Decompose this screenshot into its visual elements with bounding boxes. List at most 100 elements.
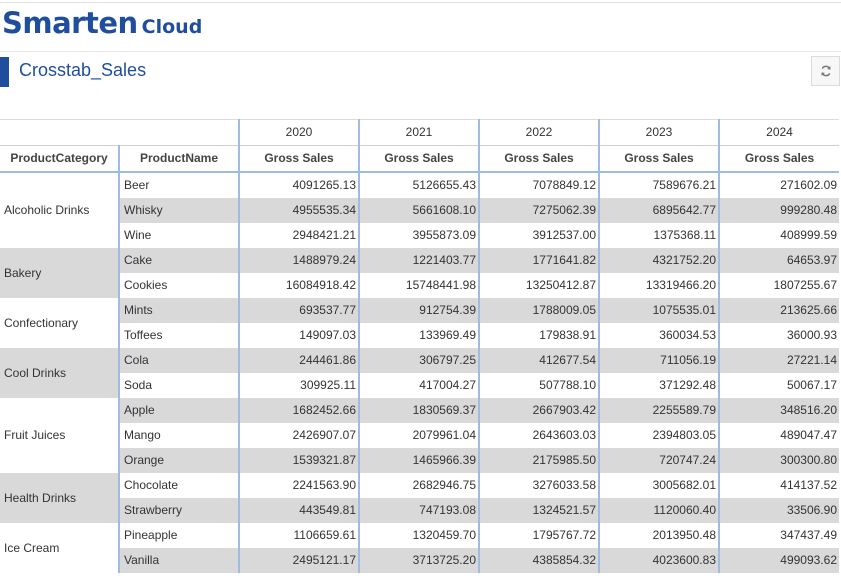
gross-sales-cell: 1465966.39 <box>358 448 479 473</box>
gross-sales-cell: 1120060.40 <box>598 498 719 523</box>
table-row: Vanilla 2495121.17 3713725.20 4385854.32 402… <box>0 548 839 573</box>
product-name-cell: Orange <box>119 448 239 473</box>
gross-sales-cell: 2682946.75 <box>358 473 479 498</box>
gross-sales-cell: 1324521.57 <box>478 498 599 523</box>
gross-sales-cell: 1488979.24 <box>238 248 359 273</box>
gross-sales-cell: 149097.03 <box>238 323 359 348</box>
table-row: Whisky 4955535.34 5661608.10 7275062.39 6895… <box>0 198 839 223</box>
category-cell: Bakery <box>0 248 120 298</box>
gross-sales-cell: 1539321.87 <box>238 448 359 473</box>
product-name-cell: Whisky <box>119 198 239 223</box>
header-corner <box>0 119 239 146</box>
gross-sales-cell: 133969.49 <box>358 323 479 348</box>
year-header: 2024 <box>718 119 839 146</box>
gross-sales-cell: 2394803.05 <box>598 423 719 448</box>
gross-sales-cell: 2643603.03 <box>478 423 599 448</box>
gross-sales-cell: 5661608.10 <box>358 198 479 223</box>
product-name-cell: Mango <box>124 428 161 442</box>
table-row: Alcoholic Drinks Beer 4091265.13 5126655.43… <box>0 172 839 248</box>
product-name-cell: Vanilla <box>119 548 239 573</box>
gross-sales-cell: 271602.09 <box>718 172 839 198</box>
gross-sales-cell: 1830569.37 <box>358 398 479 423</box>
product-name-cell: Beer <box>124 178 150 192</box>
gross-sales-cell: 7275062.39 <box>478 198 599 223</box>
year-header: 2023 <box>598 119 719 146</box>
gross-sales-header: Gross Sales <box>478 145 599 173</box>
product-name-cell: Cake <box>119 248 239 273</box>
product-name-cell: Mints <box>119 298 239 323</box>
gross-sales-cell: 244461.86 <box>238 348 359 373</box>
table-row: Health Drinks Chocolate 2241563.90 2682946.… <box>0 473 839 523</box>
product-name-cell: Pineapple <box>124 528 178 542</box>
gross-sales-header: Gross Sales <box>238 145 359 173</box>
gross-sales-cell: 5126655.43 <box>358 172 479 198</box>
gross-sales-cell: 3276033.58 <box>478 473 599 498</box>
table-row: Mango 2426907.07 2079961.04 2643603.03 23948… <box>0 423 839 448</box>
header-divider <box>0 51 841 52</box>
gross-sales-cell: 693537.77 <box>238 298 359 323</box>
gross-sales-cell: 414137.52 <box>718 473 839 498</box>
year-header: 2022 <box>478 119 599 146</box>
category-cell: Alcoholic Drinks <box>0 172 120 248</box>
table-row: Fruit Juices Apple 1682452.66 1830569.37 266… <box>0 398 839 473</box>
brand-name: Smarten <box>2 6 138 40</box>
gross-sales-cell: 2255589.79 <box>598 398 719 423</box>
gross-sales-cell: 2175985.50 <box>478 448 599 473</box>
gross-sales-cell: 2013950.48 <box>598 523 719 548</box>
column-header-row: ProductCategory ProductName Gross Sales … <box>0 145 839 173</box>
title-accent-bar <box>0 57 9 87</box>
gross-sales-cell: 408999.59 <box>718 223 839 248</box>
gross-sales-cell: 13250412.87 <box>478 273 599 298</box>
gross-sales-cell: 417004.27 <box>358 373 479 398</box>
gross-sales-cell: 1807255.67 <box>718 273 839 298</box>
product-category-header: ProductCategory <box>0 145 120 173</box>
gross-sales-cell: 213625.66 <box>718 298 839 323</box>
gross-sales-cell: 33506.90 <box>718 498 839 523</box>
table-row: Cookies 16084918.42 15748441.98 13250412.87… <box>0 273 839 298</box>
gross-sales-cell: 347437.49 <box>718 523 839 548</box>
table-row: Bakery Cake 1488979.24 1221403.77 1771641.82… <box>0 248 839 298</box>
gross-sales-cell: 348516.20 <box>718 398 839 423</box>
crosstab-table: 2020 2021 2022 2023 2024 ProductCategory… <box>0 119 839 573</box>
gross-sales-cell: 4321752.20 <box>598 248 719 273</box>
gross-sales-cell: 36000.93 <box>718 323 839 348</box>
gross-sales-cell: 371292.48 <box>598 373 719 398</box>
gross-sales-cell: 443549.81 <box>238 498 359 523</box>
product-name-cell: Cookies <box>124 278 168 292</box>
table-row: Orange 1539321.87 1465966.39 2175985.50 7207… <box>0 448 839 473</box>
gross-sales-cell: 4385854.32 <box>478 548 599 573</box>
gross-sales-cell: 1106659.61 <box>238 523 359 548</box>
gross-sales-cell: 747193.08 <box>358 498 479 523</box>
gross-sales-cell: 306797.25 <box>358 348 479 373</box>
gross-sales-cell: 7078849.12 <box>478 172 599 198</box>
gross-sales-cell: 1075535.01 <box>598 298 719 323</box>
gross-sales-cell: 2079961.04 <box>358 423 479 448</box>
gross-sales-cell: 4955535.34 <box>238 198 359 223</box>
refresh-icon <box>820 65 831 77</box>
gross-sales-cell: 1320459.70 <box>358 523 479 548</box>
gross-sales-cell: 499093.62 <box>718 548 839 573</box>
gross-sales-cell: 6895642.77 <box>598 198 719 223</box>
gross-sales-cell: 2426907.07 <box>238 423 359 448</box>
product-name-cell: Chocolate <box>124 478 179 492</box>
refresh-button[interactable] <box>811 56 840 86</box>
gross-sales-cell: 4091265.13 <box>238 172 359 198</box>
gross-sales-cell: 1788009.05 <box>478 298 599 323</box>
table-row: Soda 309925.11 417004.27 507788.10 371292.48… <box>0 373 839 398</box>
gross-sales-cell: 16084918.42 <box>238 273 359 298</box>
year-header: 2021 <box>358 119 479 146</box>
category-cell: Fruit Juices <box>0 398 120 473</box>
gross-sales-cell: 3955873.09 <box>358 223 479 248</box>
table-row: Wine 2948421.21 3955873.09 3912537.00 137536… <box>0 223 839 248</box>
year-header: 2020 <box>238 119 359 146</box>
gross-sales-cell: 15748441.98 <box>358 273 479 298</box>
product-name-cell: Apple <box>119 398 239 423</box>
gross-sales-cell: 3005682.01 <box>598 473 719 498</box>
top-border <box>0 2 841 3</box>
brand-suffix: Cloud <box>141 16 203 38</box>
table-row: Strawberry 443549.81 747193.08 1324521.57 11… <box>0 498 839 523</box>
gross-sales-cell: 489047.47 <box>718 423 839 448</box>
gross-sales-cell: 1221403.77 <box>358 248 479 273</box>
gross-sales-cell: 7589676.21 <box>598 172 719 198</box>
gross-sales-cell: 912754.39 <box>358 298 479 323</box>
